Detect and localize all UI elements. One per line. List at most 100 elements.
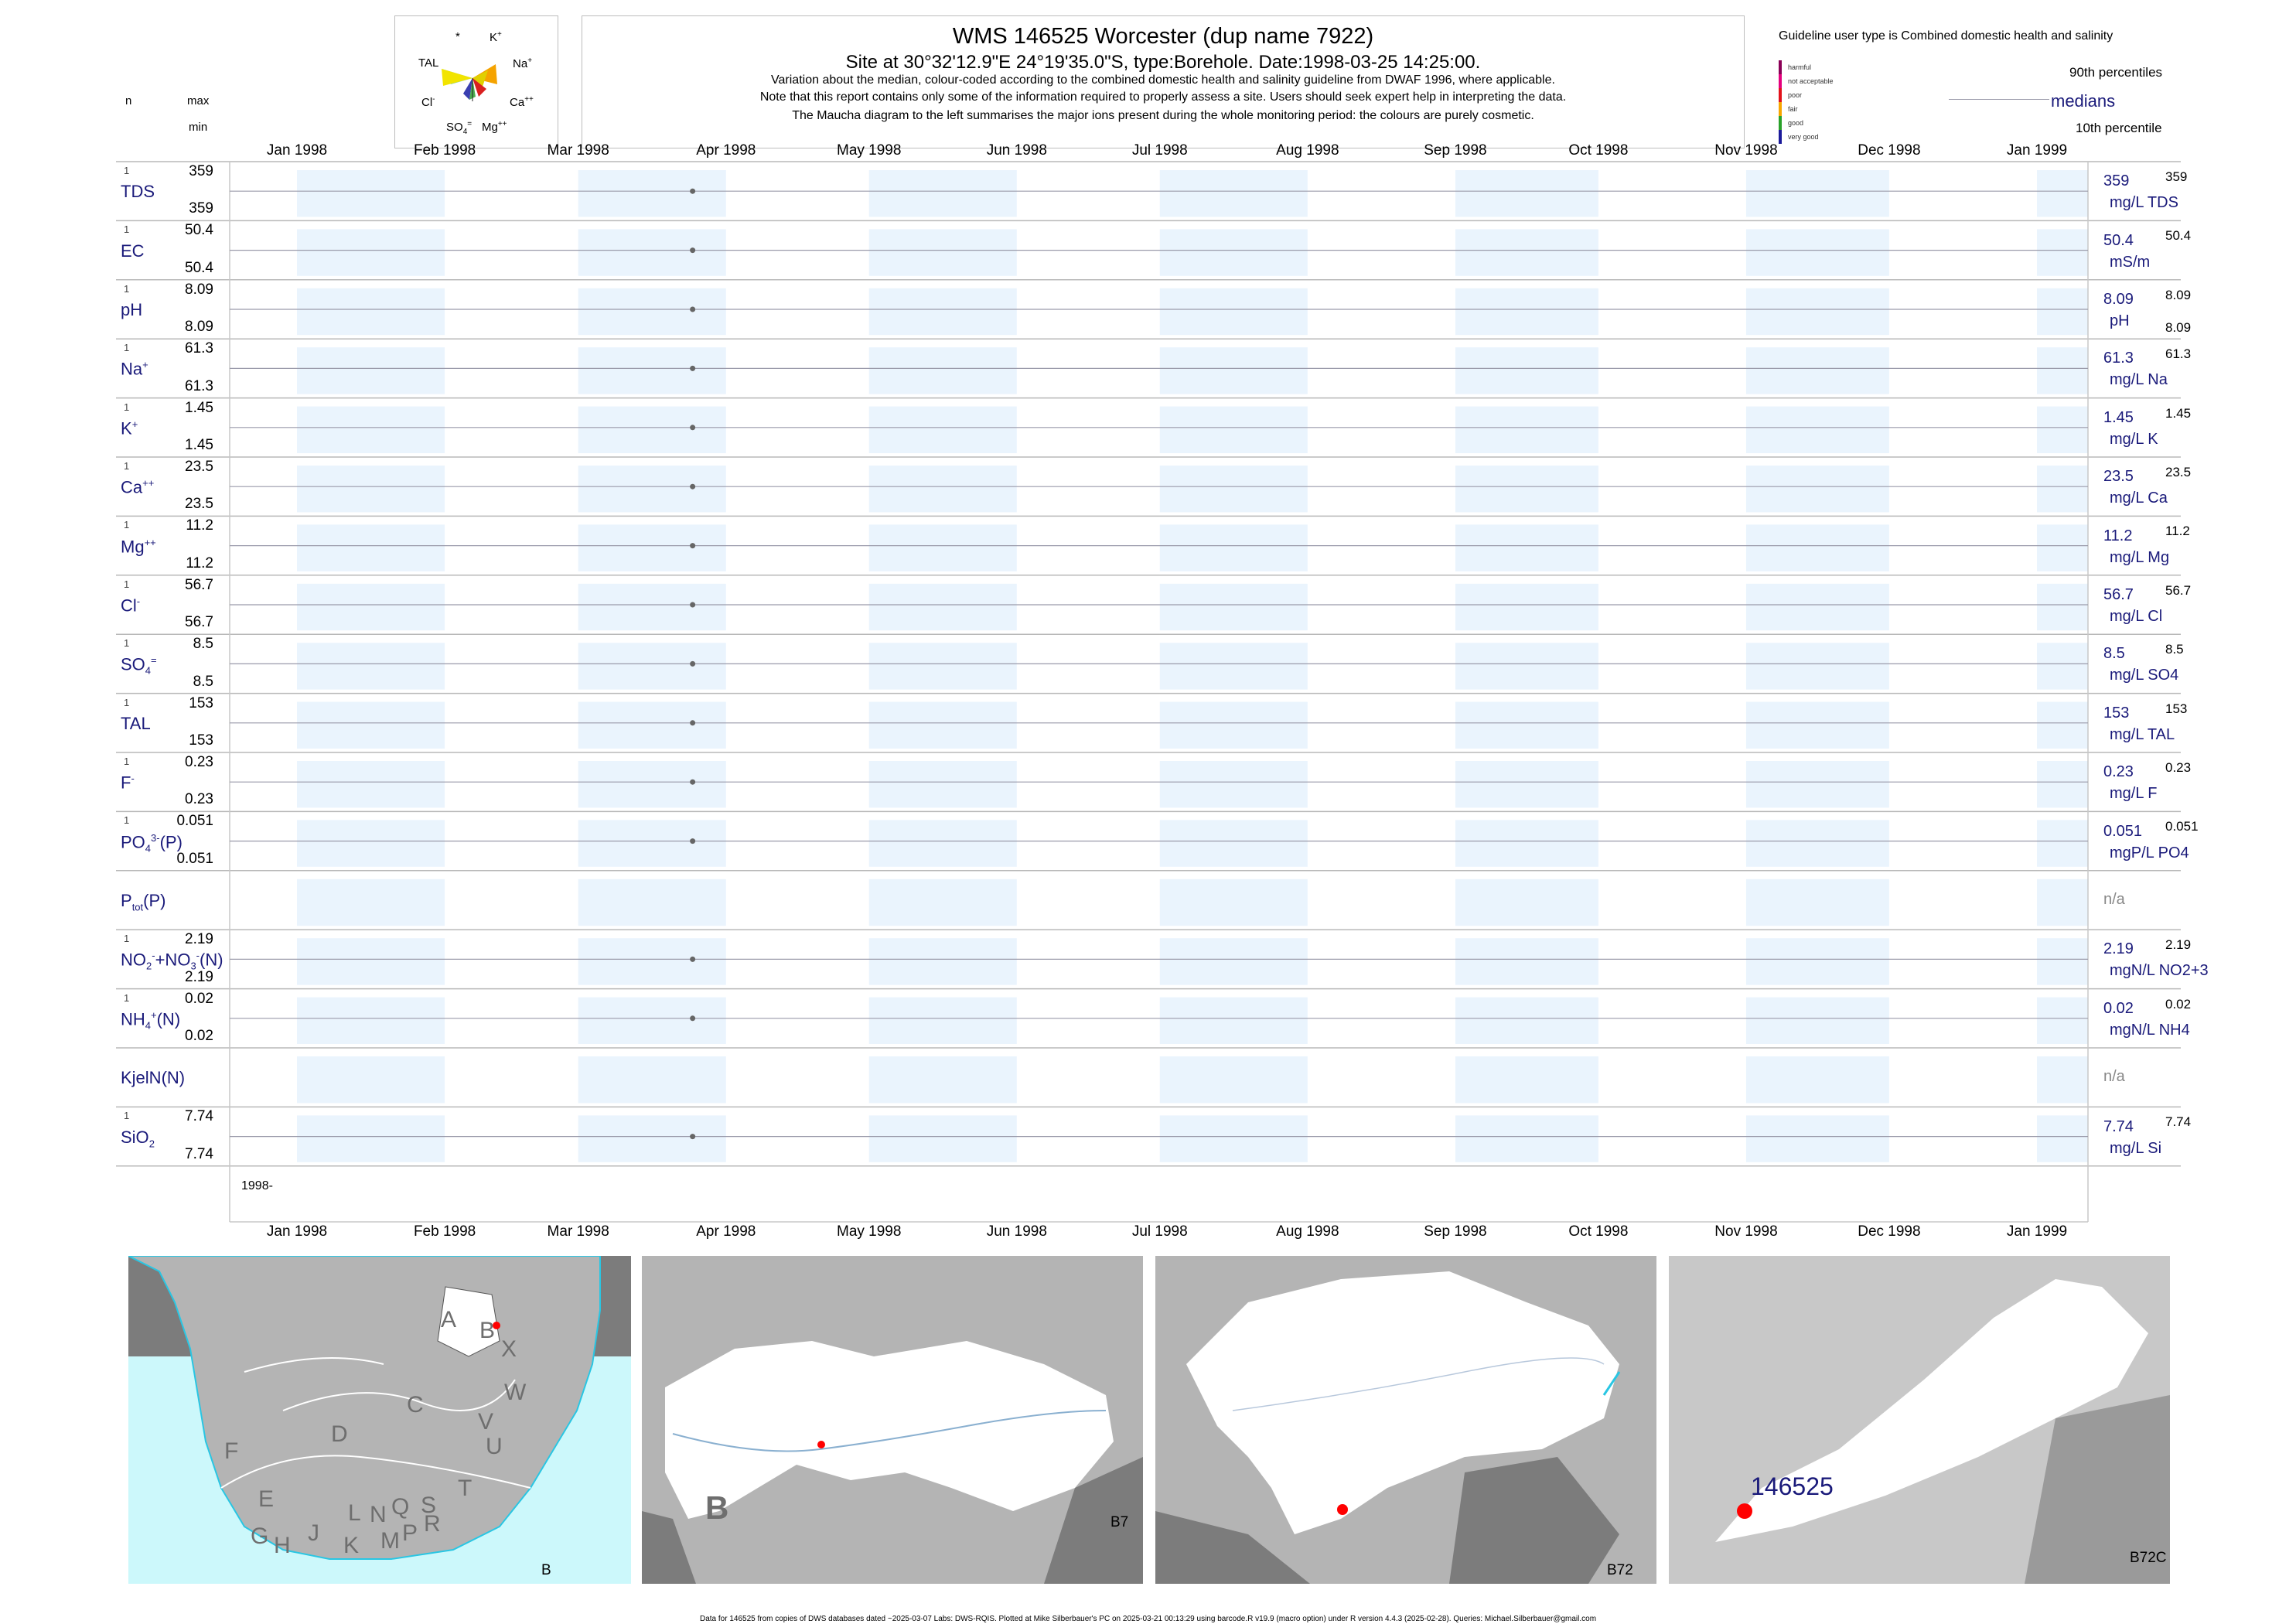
- month-shade: [2037, 288, 2088, 336]
- p90-value: 1.45: [2165, 405, 2192, 421]
- month-shade: [2037, 170, 2088, 217]
- param-max: 8.09: [185, 281, 213, 298]
- param-unit: mgP/L PO4: [2110, 844, 2189, 861]
- month-shade: [1159, 229, 1308, 276]
- month-shade: [1159, 466, 1308, 513]
- param-max: 50.4: [185, 222, 213, 239]
- month-shade: [578, 347, 726, 394]
- note-assess: Note that this report contains only some…: [759, 90, 1567, 104]
- sample-count: 1: [124, 165, 130, 176]
- catchment-letter: A: [441, 1307, 457, 1332]
- month-shade: [1745, 643, 1889, 690]
- month-label-top: Jan 1999: [2006, 142, 2068, 159]
- month-shade: [1159, 643, 1308, 690]
- month-shade: [578, 761, 726, 808]
- param-name-16: SiO2: [121, 1127, 155, 1149]
- month-shade: [1745, 583, 1889, 631]
- param-unit: mg/L Mg: [2110, 548, 2170, 566]
- param-unit: mg/L Cl: [2110, 608, 2163, 625]
- p90-value: 56.7: [2165, 582, 2192, 598]
- sample-count: 1: [124, 814, 130, 827]
- sample-count: 1: [124, 991, 130, 1004]
- map2-label: B7: [1110, 1514, 1129, 1530]
- median-value: 8.5: [2103, 645, 2125, 663]
- catchment-letter: W: [504, 1380, 527, 1405]
- sample-point: [690, 306, 696, 312]
- month-shade: [1455, 643, 1598, 690]
- map-b7-labels: B B7: [642, 1256, 1143, 1584]
- legend-poor: poor: [1788, 91, 1803, 99]
- maucha-k-label: K+: [490, 30, 502, 44]
- month-shade: [1745, 524, 1889, 571]
- month-shade: [1745, 879, 1889, 926]
- month-shade: [2037, 1056, 2088, 1104]
- month-shade: [2037, 938, 2088, 985]
- p90-value: 8.09: [2165, 287, 2192, 302]
- month-label-bottom: Nov 1998: [1714, 1223, 1778, 1240]
- param-max: 7.74: [185, 1108, 213, 1125]
- month-label-bottom: Oct 1998: [1568, 1223, 1629, 1240]
- month-label-bottom: Feb 1998: [413, 1223, 476, 1240]
- median-value: 2.19: [2103, 940, 2134, 958]
- catchment-letter: R: [424, 1511, 441, 1537]
- month-shade: [297, 643, 445, 690]
- sample-count: 1: [124, 756, 130, 767]
- legend-p90: 90th percentiles: [2069, 65, 2163, 80]
- legend-harmful: harmful: [1788, 63, 1812, 71]
- month-label-top: Apr 1998: [696, 142, 756, 159]
- max-header: max: [187, 94, 210, 107]
- catchment-letter: F: [224, 1438, 239, 1464]
- month-shade: [868, 997, 1017, 1044]
- month-shade: [1455, 997, 1598, 1044]
- month-shade: [1455, 879, 1598, 926]
- param-name-9: TAL: [121, 713, 151, 733]
- month-label-top: May 1998: [836, 142, 902, 159]
- sample-count: 1: [124, 578, 130, 590]
- p90-value: 50.4: [2165, 228, 2192, 244]
- p90-value: 153: [2165, 701, 2188, 716]
- param-unit: mg/L F: [2110, 785, 2158, 803]
- param-name-13: NO2-+NO3-(N): [121, 950, 223, 973]
- month-shade: [297, 170, 445, 217]
- param-name-14: NH4+(N): [121, 1008, 181, 1032]
- month-shade: [2037, 643, 2088, 690]
- not-available: n/a: [2103, 1068, 2125, 1086]
- month-shade: [297, 466, 445, 513]
- month-shade: [578, 288, 726, 336]
- month-label-top: Jan 1998: [266, 142, 328, 159]
- month-shade: [2037, 524, 2088, 571]
- param-min: 7.74: [185, 1145, 213, 1162]
- param-min: 0.051: [176, 850, 213, 867]
- month-shade: [1455, 406, 1598, 453]
- sample-point: [690, 956, 696, 962]
- month-shade: [1745, 761, 1889, 808]
- month-shade: [868, 229, 1017, 276]
- sample-point: [690, 720, 696, 726]
- month-shade: [578, 406, 726, 453]
- median-value: 50.4: [2103, 231, 2134, 249]
- month-shade: [1455, 1056, 1598, 1104]
- param-min: 359: [189, 200, 213, 217]
- sample-point: [690, 602, 696, 608]
- p90-value: 0.23: [2165, 760, 2192, 775]
- min-header: min: [189, 121, 208, 134]
- month-shade: [2037, 229, 2088, 276]
- month-shade: [297, 938, 445, 985]
- param-unit: mgN/L NH4: [2110, 1021, 2190, 1039]
- param-name-2: pH: [121, 300, 143, 319]
- median-value: 56.7: [2103, 586, 2134, 603]
- sample-count: 1: [124, 637, 130, 650]
- site-label: 146525: [1751, 1472, 1834, 1500]
- param-unit: mS/m: [2110, 253, 2151, 271]
- median-value: 61.3: [2103, 350, 2134, 367]
- month-label-top: Jun 1998: [986, 142, 1047, 159]
- month-shade: [1455, 583, 1598, 631]
- month-shade: [1745, 466, 1889, 513]
- catchment-letter: J: [308, 1520, 319, 1546]
- month-shade: [2037, 761, 2088, 808]
- legend-good: good: [1788, 119, 1804, 127]
- month-shade: [297, 820, 445, 867]
- param-min: 11.2: [186, 554, 213, 571]
- map2-big-letter: B: [705, 1489, 729, 1526]
- param-max: 56.7: [185, 576, 213, 593]
